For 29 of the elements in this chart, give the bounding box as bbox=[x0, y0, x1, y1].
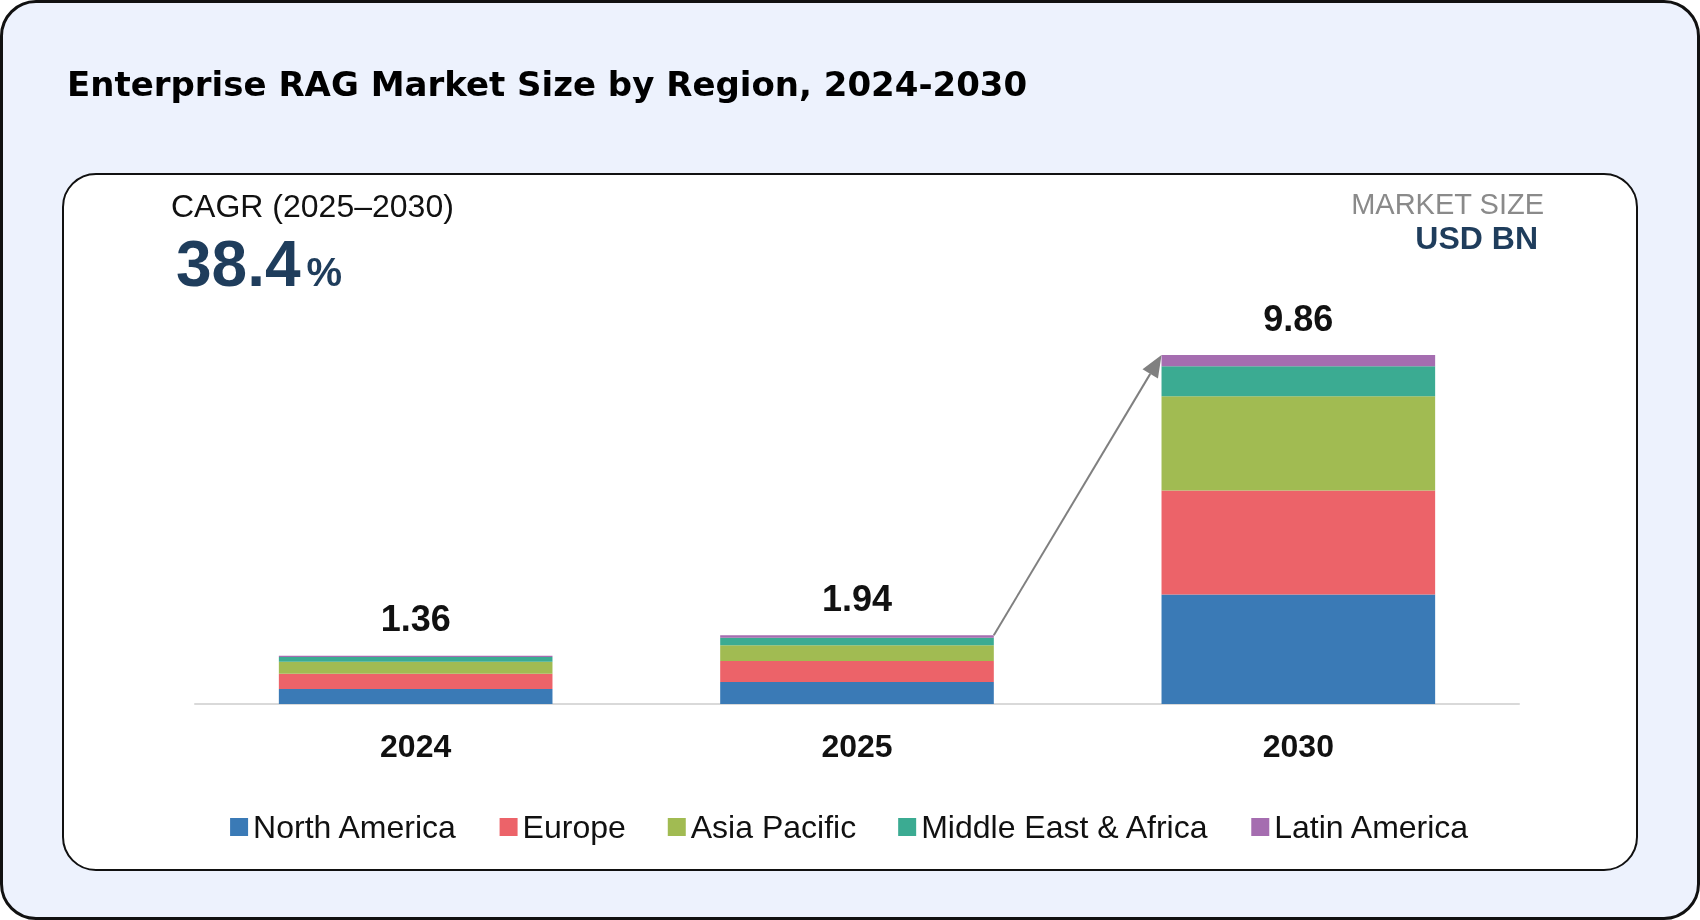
annotation: 9.86 bbox=[1263, 297, 1334, 339]
text: CAGR (2025–2030) bbox=[171, 188, 454, 224]
legend-label: Latin America bbox=[1274, 809, 1469, 845]
bar bbox=[720, 645, 994, 662]
bar bbox=[720, 637, 994, 646]
x-tick-label: 2024 bbox=[380, 728, 452, 764]
bar bbox=[1161, 490, 1436, 595]
bar bbox=[278, 656, 553, 662]
text: 38.4% bbox=[176, 228, 343, 300]
bar bbox=[720, 682, 994, 704]
x-tick-label: 2025 bbox=[821, 728, 893, 764]
bar bbox=[720, 635, 994, 638]
bar bbox=[278, 661, 553, 674]
bar bbox=[278, 688, 553, 704]
bar bbox=[1161, 366, 1436, 397]
bar bbox=[1161, 594, 1436, 704]
x-tick-label: 2030 bbox=[1262, 728, 1334, 764]
bar bbox=[1161, 396, 1436, 491]
bar bbox=[720, 661, 994, 683]
text: USD BN bbox=[1415, 220, 1538, 256]
annotation: 1.36 bbox=[380, 598, 451, 640]
text: MARKET SIZE bbox=[1351, 188, 1544, 220]
legend-label: Europe bbox=[522, 809, 626, 845]
legend-label: Middle East & Africa bbox=[921, 809, 1208, 845]
legend-label: North America bbox=[253, 809, 457, 845]
legend-label: Asia Pacific bbox=[690, 809, 857, 845]
chart-title: Enterprise RAG Market Size by Region, 2024-2030 bbox=[67, 64, 1028, 104]
annotation: 1.94 bbox=[821, 577, 893, 619]
bar bbox=[278, 673, 553, 689]
